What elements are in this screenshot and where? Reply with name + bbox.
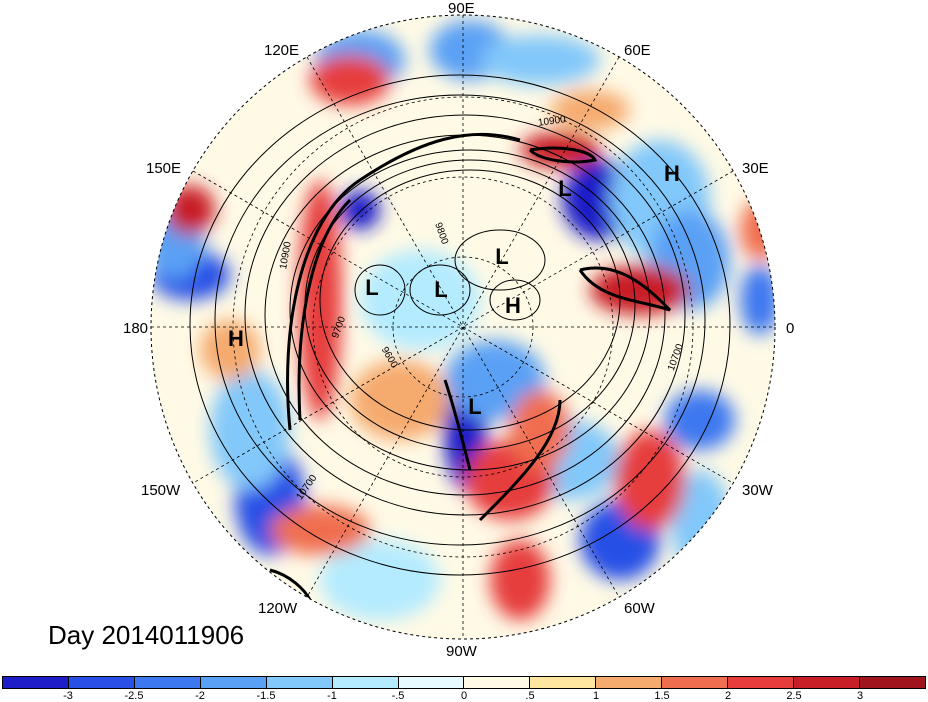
colorbar-tick-label: .5	[525, 690, 535, 702]
colorbar-tick-label: 1	[592, 690, 600, 702]
lon-label-30w: 30W	[742, 482, 773, 499]
lon-label-0: 0	[786, 320, 795, 337]
colorbar-tick-label: 1.5	[654, 690, 670, 702]
lon-label-150w: 150W	[141, 482, 181, 499]
anomaly-field	[151, 15, 775, 639]
colorbar-segment	[464, 677, 531, 688]
graticule	[151, 15, 775, 639]
colorbar-tick-label: -2	[195, 690, 205, 702]
jet-contours	[269, 132, 672, 601]
colorbar-tick-label: 3	[856, 690, 864, 702]
high-pressure-marker: H	[228, 326, 244, 351]
colorbar-segment	[596, 677, 663, 688]
colorbar-segment	[3, 677, 69, 688]
colorbar-tick-label: -2.5	[124, 690, 144, 702]
high-pressure-marker: H	[664, 161, 680, 186]
colorbar-segment	[530, 677, 597, 688]
colorbar-segment	[728, 677, 795, 688]
colorbar-tick-label: -1	[327, 690, 337, 702]
colorbar-segment	[859, 677, 925, 688]
lon-label-150e: 150E	[146, 160, 182, 177]
colorbar	[2, 676, 926, 689]
lon-label-90w: 90W	[446, 643, 477, 660]
lon-label-60e: 60E	[624, 42, 651, 59]
lon-label-60w: 60W	[624, 600, 655, 617]
lon-label-30e: 30E	[742, 160, 769, 177]
lon-label-180: 180	[123, 320, 149, 337]
high-pressure-marker: H	[505, 293, 521, 318]
low-pressure-marker: L	[558, 176, 572, 201]
colorbar-tick-label: 2	[724, 690, 732, 702]
low-pressure-marker: L	[434, 277, 448, 302]
map-border	[150, 14, 776, 640]
low-pressure-marker: L	[495, 244, 509, 269]
colorbar-tick-label: -1.5	[256, 690, 276, 702]
day-label: Day 2014011906	[48, 620, 245, 650]
colorbar-segment	[662, 677, 729, 688]
colorbar-segment	[794, 677, 860, 688]
colorbar-segment	[68, 677, 135, 688]
colorbar-segment	[200, 677, 267, 688]
colorbar-tick-label: -3	[63, 690, 73, 702]
low-pressure-marker: L	[468, 394, 482, 419]
lon-label-120w: 120W	[258, 600, 298, 617]
low-pressure-marker: L	[365, 275, 379, 300]
colorbar-tick-label: -.5	[391, 690, 405, 702]
colorbar-segment	[134, 677, 201, 688]
colorbar-tick-label: 0	[460, 690, 468, 702]
colorbar-tick-label: 2.5	[786, 690, 802, 702]
lon-label-120e: 120E	[264, 42, 300, 59]
lon-label-90e: 90E	[448, 0, 475, 17]
colorbar-segment	[398, 677, 465, 688]
colorbar-segment	[266, 677, 333, 688]
colorbar-segment	[332, 677, 399, 688]
